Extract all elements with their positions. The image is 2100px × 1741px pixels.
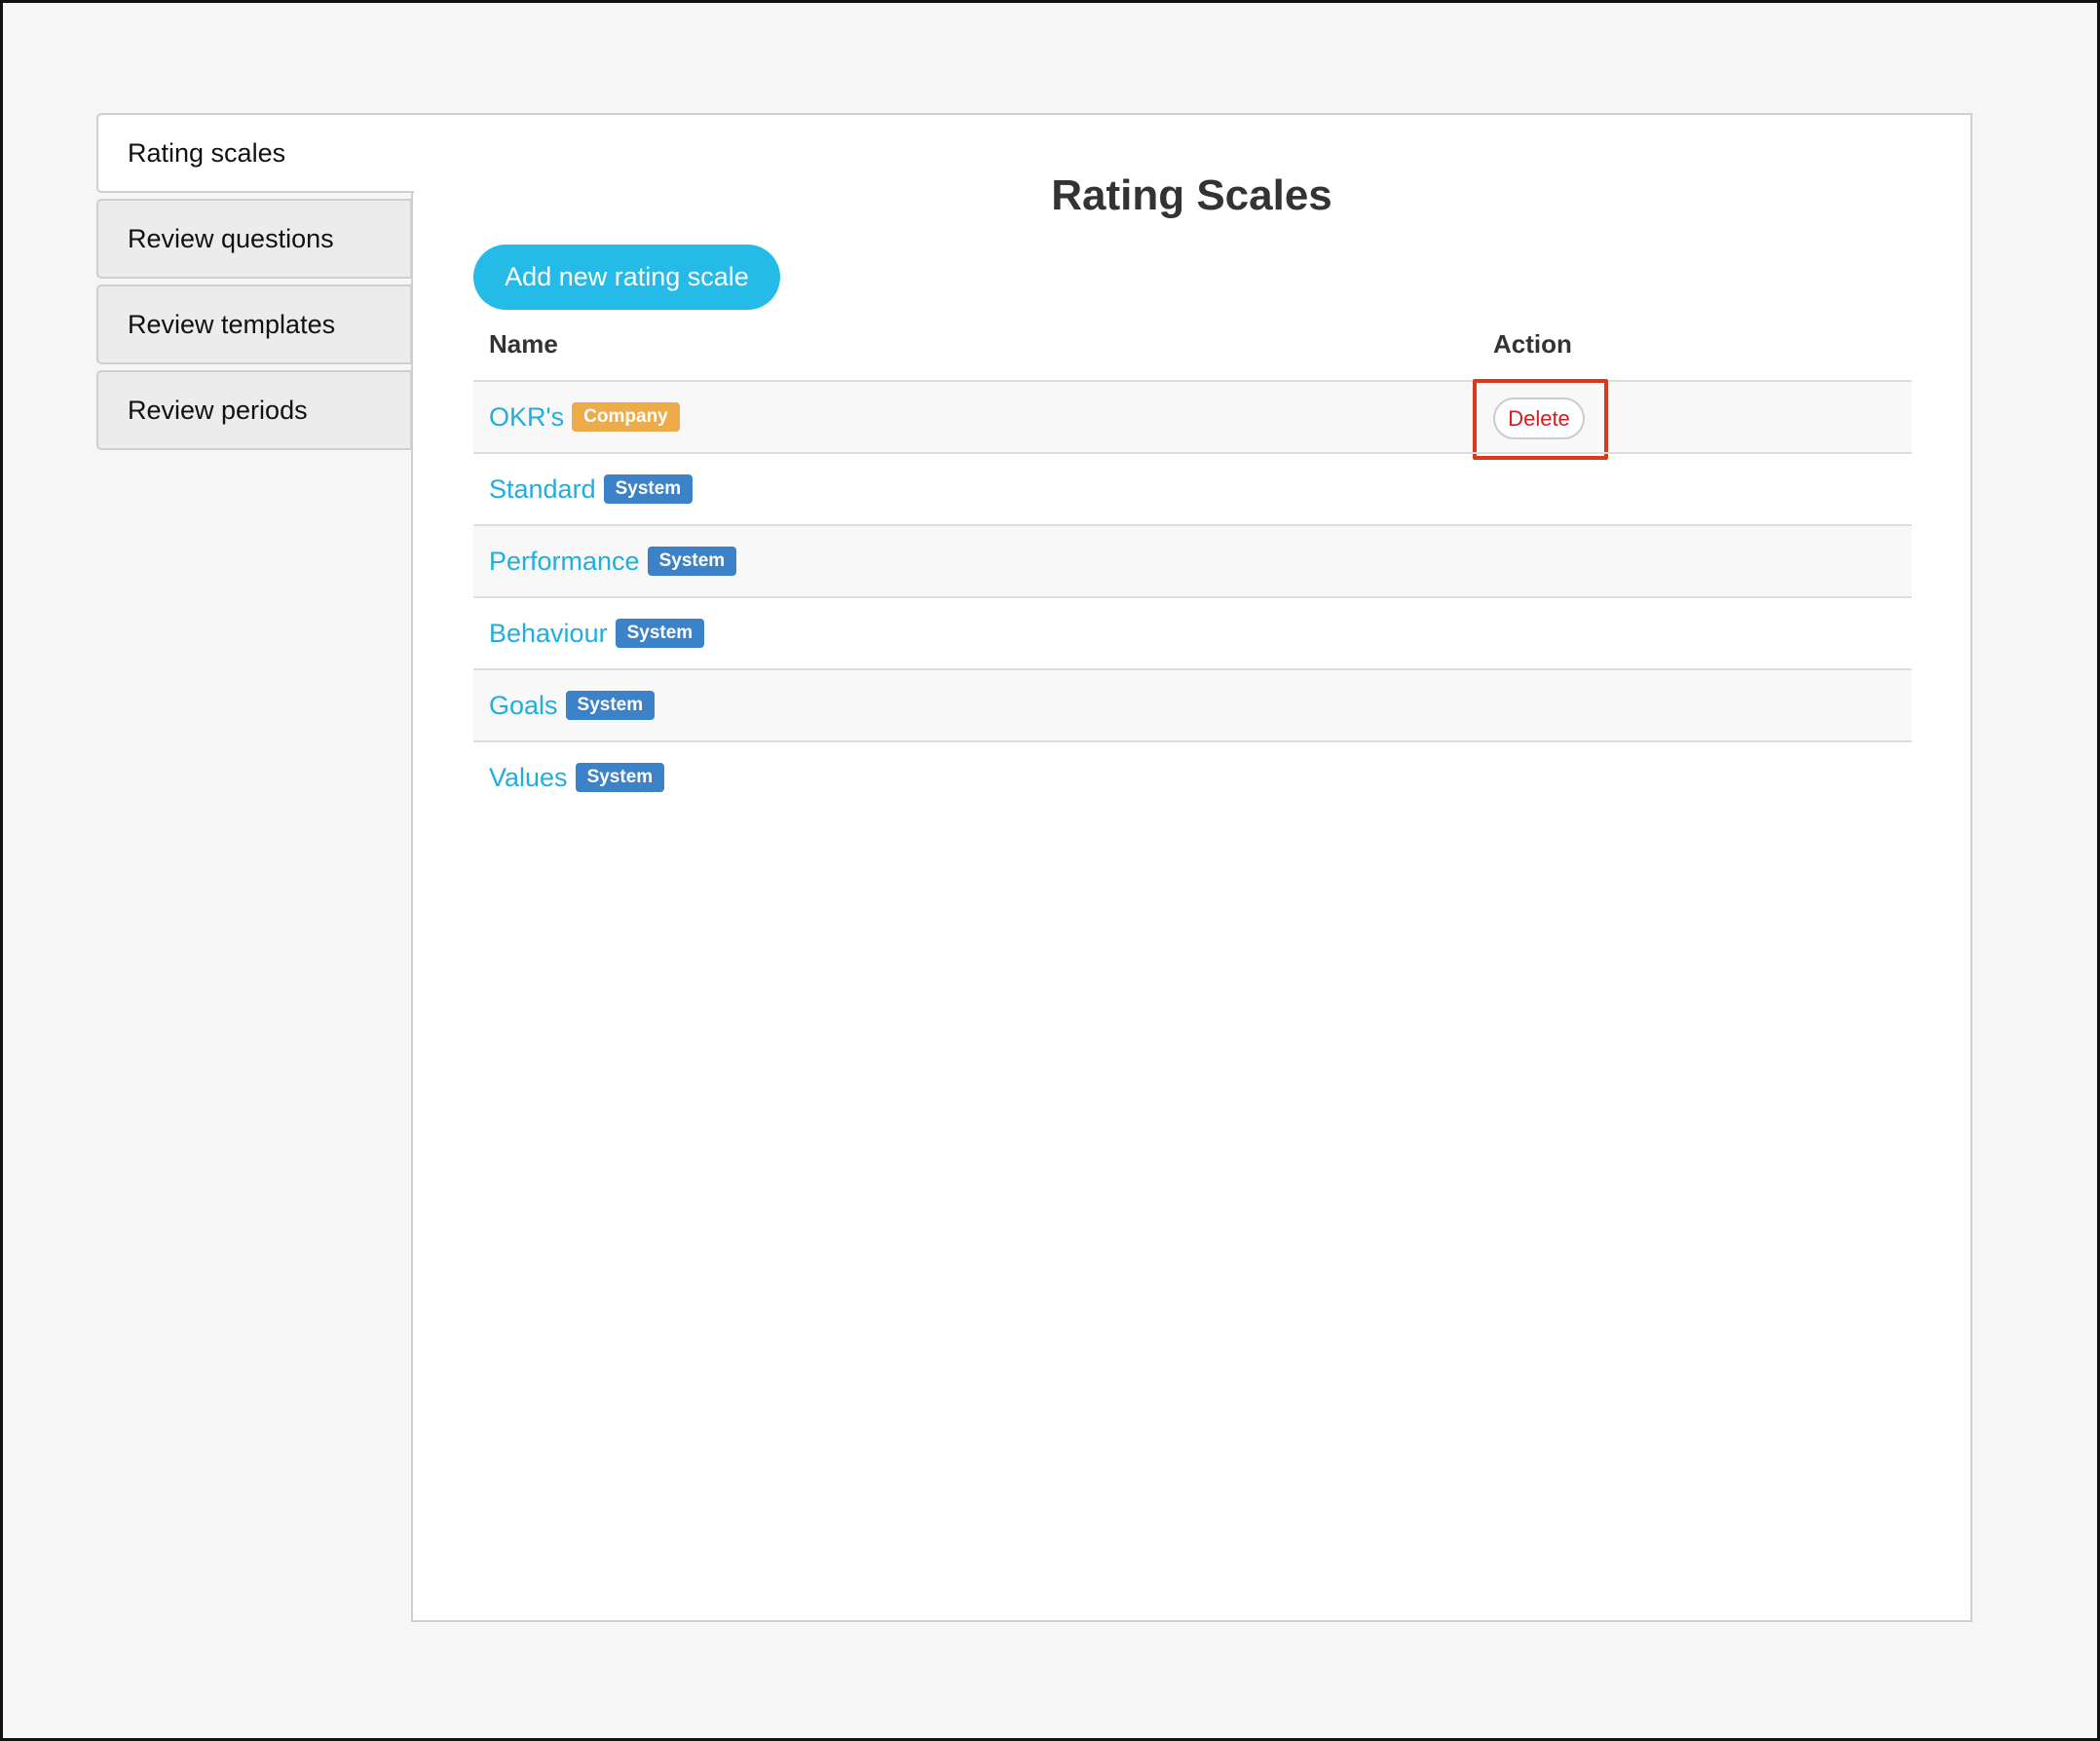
tab-review-questions[interactable]: Review questions [96,199,412,279]
rating-scales-table: OKR's Company Delete Standard System Per… [473,379,1912,813]
tab-rating-scales[interactable]: Rating scales [96,113,414,193]
table-row: Behaviour System [473,596,1912,668]
rating-scale-link[interactable]: Values [489,762,568,792]
rating-scale-link[interactable]: Standard [489,473,596,504]
table-row: Goals System [473,668,1912,740]
system-badge: System [647,547,737,576]
rating-scale-link[interactable]: Behaviour [489,618,608,648]
table-row: OKR's Company Delete [473,379,1912,460]
system-badge: System [615,619,705,648]
table-row: Performance System [473,524,1912,596]
rating-scale-link[interactable]: Performance [489,546,640,576]
add-rating-scale-button[interactable]: Add new rating scale [473,245,780,310]
main-panel: Rating Scales Add new rating scale Name … [411,113,1972,1622]
column-header-action: Action [1493,329,1572,359]
rating-scale-link[interactable]: Goals [489,690,558,720]
system-badge: System [575,763,665,792]
rating-scale-link[interactable]: OKR's [489,401,565,432]
table-row: Values System [473,740,1912,813]
company-badge: Company [572,402,680,432]
tab-review-periods[interactable]: Review periods [96,370,412,450]
column-header-name: Name [489,329,558,359]
system-badge: System [603,474,694,504]
page-title: Rating Scales [1051,171,1332,219]
table-row: Standard System [473,452,1912,524]
system-badge: System [565,691,656,720]
tab-review-templates[interactable]: Review templates [96,284,412,364]
delete-button[interactable]: Delete [1493,397,1585,439]
